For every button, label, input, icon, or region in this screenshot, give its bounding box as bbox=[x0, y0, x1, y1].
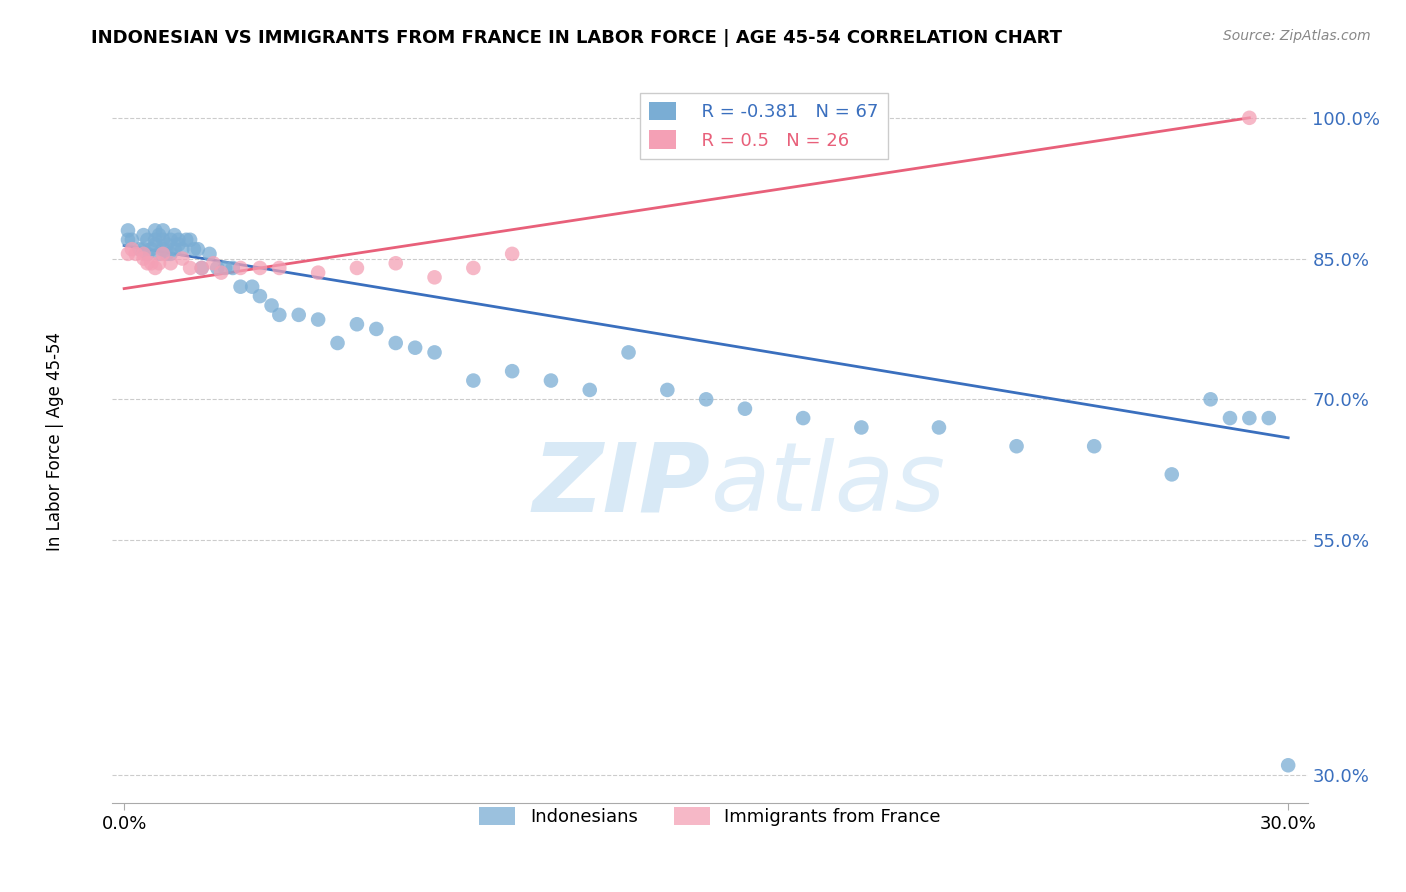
Point bbox=[1219, 411, 1241, 425]
Point bbox=[167, 233, 190, 247]
Point bbox=[179, 233, 201, 247]
Point bbox=[156, 237, 179, 252]
Point bbox=[117, 247, 139, 261]
Point bbox=[121, 233, 143, 247]
Point bbox=[287, 308, 309, 322]
Point bbox=[143, 233, 166, 247]
Point bbox=[617, 345, 640, 359]
Point bbox=[249, 289, 271, 303]
Point bbox=[132, 247, 155, 261]
Point bbox=[202, 256, 225, 270]
Point bbox=[1083, 439, 1105, 453]
Point bbox=[1199, 392, 1222, 407]
Point bbox=[117, 233, 139, 247]
Point bbox=[174, 233, 197, 247]
Point bbox=[792, 411, 814, 425]
Point bbox=[148, 256, 170, 270]
Point bbox=[163, 228, 186, 243]
Point bbox=[179, 260, 201, 275]
Point bbox=[143, 237, 166, 252]
Point bbox=[269, 308, 291, 322]
Point bbox=[463, 260, 485, 275]
Point bbox=[326, 336, 349, 351]
Point bbox=[222, 260, 245, 275]
Y-axis label: In Labor Force | Age 45-54: In Labor Force | Age 45-54 bbox=[46, 332, 63, 551]
Point bbox=[152, 223, 174, 237]
Point bbox=[148, 247, 170, 261]
Point bbox=[121, 242, 143, 256]
Point bbox=[209, 266, 232, 280]
Point bbox=[501, 247, 523, 261]
Point bbox=[183, 242, 205, 256]
Point bbox=[190, 260, 212, 275]
Point bbox=[346, 318, 368, 332]
Point bbox=[1160, 467, 1182, 482]
Text: Source: ZipAtlas.com: Source: ZipAtlas.com bbox=[1223, 29, 1371, 43]
Point bbox=[128, 242, 150, 256]
Point bbox=[1239, 411, 1261, 425]
Point bbox=[501, 364, 523, 378]
Point bbox=[540, 374, 562, 388]
Point bbox=[172, 242, 194, 256]
Point bbox=[214, 260, 236, 275]
Text: ZIP: ZIP bbox=[531, 438, 710, 532]
Point bbox=[249, 260, 271, 275]
Point bbox=[167, 237, 190, 252]
Point bbox=[207, 260, 229, 275]
Point bbox=[152, 247, 174, 261]
Point bbox=[695, 392, 717, 407]
Point bbox=[136, 233, 159, 247]
Point bbox=[156, 247, 179, 261]
Point bbox=[657, 383, 679, 397]
Point bbox=[163, 242, 186, 256]
Point bbox=[132, 228, 155, 243]
Point bbox=[187, 242, 209, 256]
Point bbox=[463, 374, 485, 388]
Point bbox=[143, 260, 166, 275]
Point bbox=[141, 256, 163, 270]
Point bbox=[141, 242, 163, 256]
Point bbox=[404, 341, 426, 355]
Point bbox=[384, 336, 406, 351]
Point bbox=[928, 420, 950, 434]
Point bbox=[198, 247, 221, 261]
Point bbox=[159, 256, 181, 270]
Point bbox=[148, 228, 170, 243]
Point bbox=[307, 266, 329, 280]
Point bbox=[1277, 758, 1299, 772]
Point bbox=[260, 298, 283, 312]
Point bbox=[229, 279, 252, 293]
Point bbox=[578, 383, 600, 397]
Point bbox=[172, 252, 194, 266]
Point bbox=[1257, 411, 1279, 425]
Point bbox=[159, 247, 181, 261]
Point bbox=[152, 233, 174, 247]
Point bbox=[423, 270, 446, 285]
Point bbox=[117, 223, 139, 237]
Point bbox=[269, 260, 291, 275]
Point bbox=[136, 247, 159, 261]
Point bbox=[346, 260, 368, 275]
Point bbox=[1239, 111, 1261, 125]
Point bbox=[136, 256, 159, 270]
Point bbox=[851, 420, 873, 434]
Point bbox=[125, 247, 148, 261]
Text: atlas: atlas bbox=[710, 438, 945, 532]
Point bbox=[734, 401, 756, 416]
Point bbox=[143, 223, 166, 237]
Point bbox=[1005, 439, 1028, 453]
Text: INDONESIAN VS IMMIGRANTS FROM FRANCE IN LABOR FORCE | AGE 45-54 CORRELATION CHAR: INDONESIAN VS IMMIGRANTS FROM FRANCE IN … bbox=[91, 29, 1063, 46]
Point bbox=[307, 312, 329, 326]
Legend: Indonesians, Immigrants from France: Indonesians, Immigrants from France bbox=[472, 800, 948, 833]
Point bbox=[423, 345, 446, 359]
Point bbox=[190, 260, 212, 275]
Point bbox=[366, 322, 388, 336]
Point bbox=[132, 242, 155, 256]
Point bbox=[240, 279, 263, 293]
Point bbox=[384, 256, 406, 270]
Point bbox=[132, 252, 155, 266]
Point bbox=[159, 233, 181, 247]
Point bbox=[152, 242, 174, 256]
Point bbox=[229, 260, 252, 275]
